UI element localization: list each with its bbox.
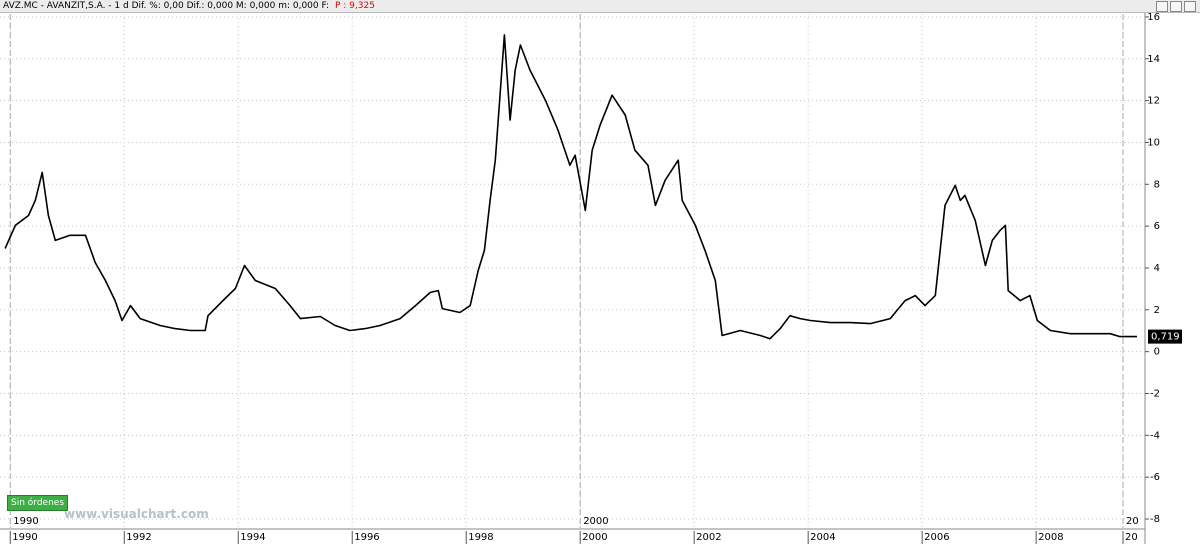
orders-button[interactable]: Sin órdenes [7, 495, 69, 511]
x-tick-label: 1994 [240, 532, 265, 543]
maximize-button[interactable] [1170, 1, 1182, 12]
x-tick-label: 1990 [12, 532, 37, 543]
x-tick-label: 2006 [924, 532, 949, 543]
y-tick-label: 14 [1147, 54, 1160, 65]
y-tick-label: 0 [1154, 347, 1160, 358]
x-tick-label: 1992 [126, 532, 151, 543]
x-tick-label: 2004 [810, 532, 835, 543]
decade-label: 20 [1126, 516, 1139, 527]
decade-label: 2000 [583, 516, 608, 527]
x-tick-label: 2002 [696, 532, 721, 543]
minimize-button[interactable] [1156, 1, 1168, 12]
header-bar: AVZ.MC - AVANZIT,S.A. - 1 d Dif. %: 0,00… [0, 0, 1200, 13]
y-tick-label: -4 [1150, 430, 1160, 441]
price-info: P : 9,325 [335, 1, 375, 11]
y-tick-label: 8 [1154, 179, 1160, 190]
y-tick-label: 6 [1154, 221, 1160, 232]
close-button[interactable] [1184, 1, 1196, 12]
last-price-label: 0,719 [1151, 332, 1180, 343]
price-line [4, 34, 1137, 340]
y-tick-label: 12 [1147, 96, 1160, 107]
watermark: www.visualchart.com [64, 507, 209, 521]
window-buttons [1156, 1, 1196, 12]
x-tick-label: 1998 [468, 532, 493, 543]
y-tick-label: 10 [1147, 137, 1160, 148]
y-tick-label: -2 [1150, 388, 1160, 399]
instrument-info: AVZ.MC - AVANZIT,S.A. - 1 d Dif. %: 0,00… [3, 1, 329, 11]
last-price-box [1148, 329, 1182, 344]
x-tick-label: 20 [1125, 532, 1138, 543]
x-tick-label: 2000 [582, 532, 607, 543]
y-tick-label: -8 [1150, 514, 1160, 525]
decade-label: 1990 [13, 516, 38, 527]
y-tick-label: 4 [1154, 263, 1160, 274]
y-tick-label: 16 [1147, 12, 1160, 23]
y-tick-label: -6 [1150, 472, 1160, 483]
y-tick-label: 2 [1154, 305, 1160, 316]
x-tick-label: 2008 [1038, 532, 1063, 543]
x-tick-label: 1996 [354, 532, 379, 543]
